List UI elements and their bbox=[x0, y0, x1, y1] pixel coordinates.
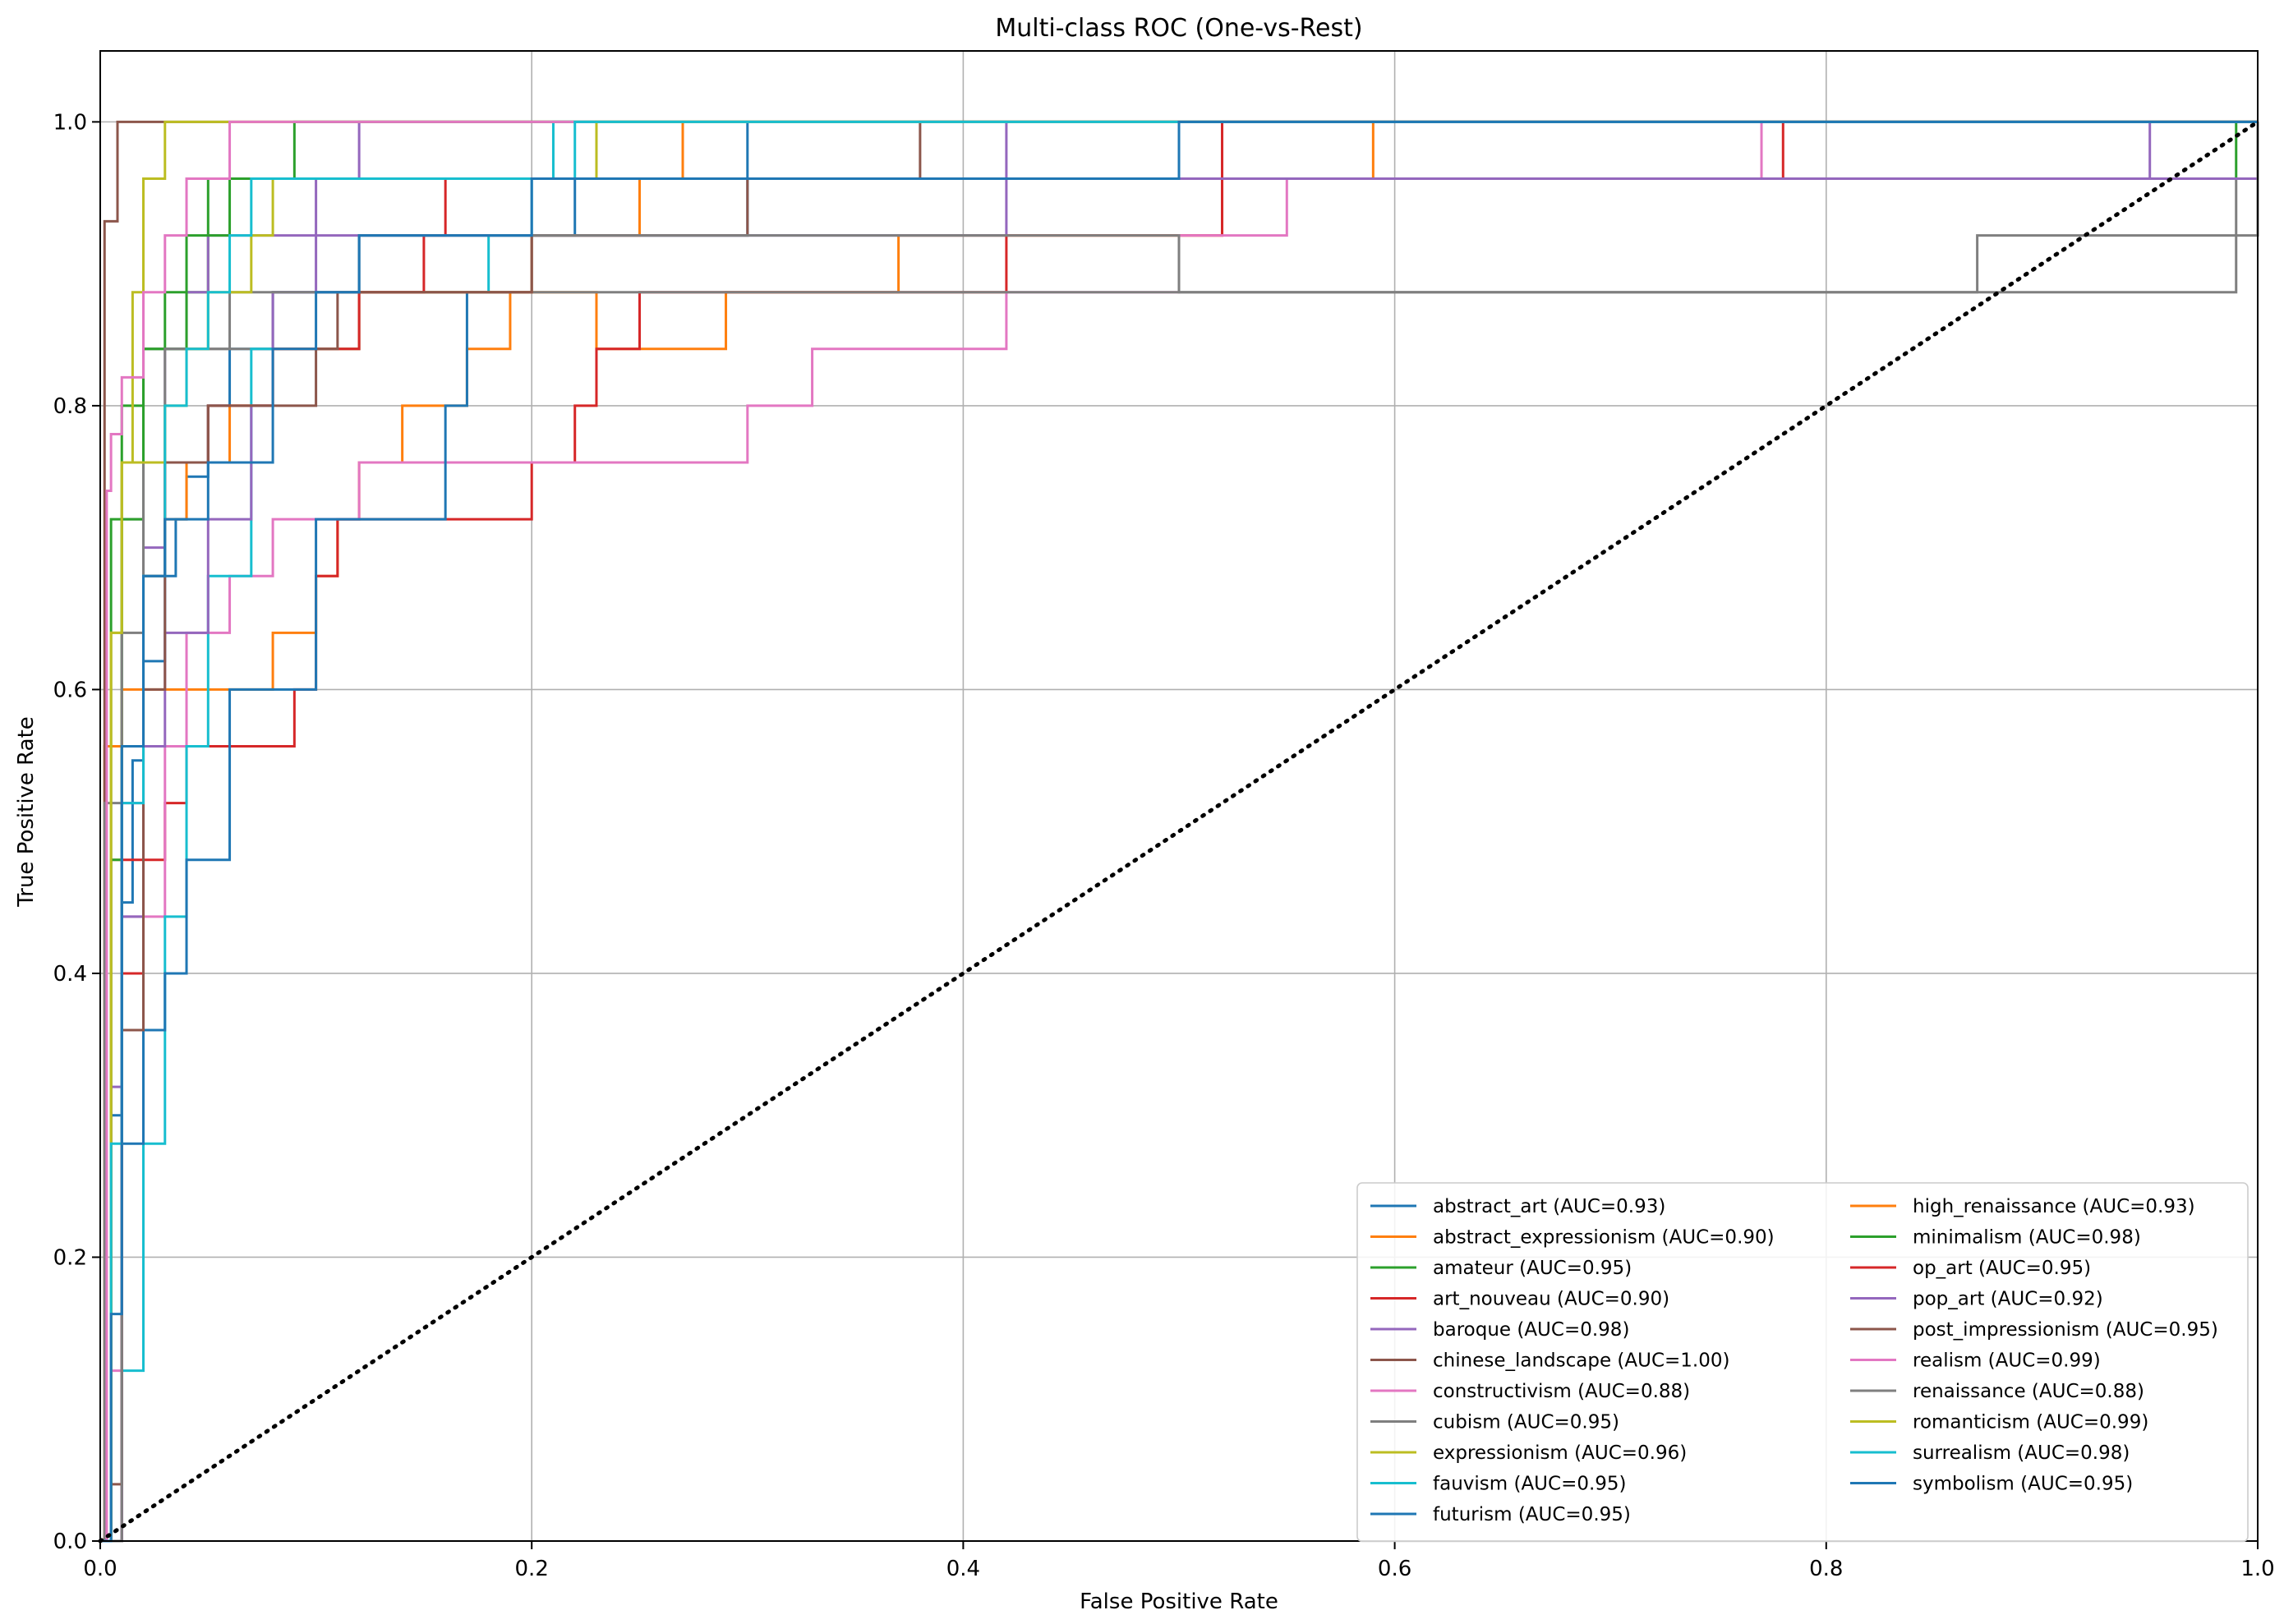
chance-line bbox=[98, 119, 2260, 1543]
y-axis-label: True Positive Rate bbox=[14, 716, 39, 908]
roc-curve-16 bbox=[100, 120, 2258, 1543]
legend-entry: chinese_landscape (AUC=1.00) bbox=[1433, 1350, 1729, 1372]
series-layer bbox=[100, 120, 2259, 1543]
legend-entry: fauvism (AUC=0.95) bbox=[1433, 1474, 1627, 1495]
legend-entry: abstract_expressionism (AUC=0.90) bbox=[1433, 1227, 1775, 1249]
legend-box bbox=[1356, 1182, 2249, 1543]
legend-entry: surrealism (AUC=0.98) bbox=[1913, 1442, 2130, 1464]
legend-entry: op_art (AUC=0.95) bbox=[1913, 1258, 2091, 1279]
x-tick-label: 1.0 bbox=[2240, 1557, 2274, 1581]
legend-entry: art_nouveau (AUC=0.90) bbox=[1433, 1289, 1669, 1310]
legend-entry: symbolism (AUC=0.95) bbox=[1913, 1474, 2133, 1495]
x-tick-label: 0.0 bbox=[83, 1557, 117, 1581]
legend-entry: high_renaissance (AUC=0.93) bbox=[1913, 1196, 2195, 1217]
legend: abstract_art (AUC=0.93) abstract_expressi… bbox=[1356, 1182, 2249, 1543]
x-tick-label: 0.8 bbox=[1809, 1557, 1843, 1581]
legend-entry: expressionism (AUC=0.96) bbox=[1433, 1442, 1687, 1464]
legend-entry: abstract_art (AUC=0.93) bbox=[1433, 1196, 1665, 1217]
plot-frame bbox=[99, 50, 2259, 1542]
legend-entry: realism (AUC=0.99) bbox=[1913, 1350, 2101, 1372]
axis-ticks: 0.0 0.2 0.4 0.6 0.8 1.0 0.0 0.2 0.4 0.6 0.8 1.0 bbox=[53, 110, 2275, 1581]
grid-lines bbox=[99, 51, 2259, 1542]
legend-entry: amateur (AUC=0.95) bbox=[1433, 1258, 1632, 1279]
y-tick-label: 0.6 bbox=[53, 678, 87, 702]
y-tick-label: 0.2 bbox=[53, 1245, 87, 1270]
legend-entry: constructivism (AUC=0.88) bbox=[1433, 1381, 1690, 1402]
x-axis-label: False Positive Rate bbox=[1080, 1589, 1278, 1614]
legend-entry: post_impressionism (AUC=0.95) bbox=[1913, 1319, 2218, 1341]
y-tick-label: 0.0 bbox=[53, 1530, 87, 1554]
legend-entry: futurism (AUC=0.95) bbox=[1433, 1504, 1631, 1525]
roc-curve-20 bbox=[100, 120, 2258, 1543]
y-tick-label: 0.4 bbox=[53, 962, 87, 987]
y-tick-label: 1.0 bbox=[53, 110, 87, 135]
x-tick-label: 0.4 bbox=[946, 1557, 980, 1581]
roc-curve-10 bbox=[100, 122, 2259, 1543]
roc-curve-12 bbox=[100, 120, 2258, 1543]
legend-entry: minimalism (AUC=0.98) bbox=[1913, 1227, 2141, 1249]
legend-entry: pop_art (AUC=0.92) bbox=[1913, 1289, 2103, 1310]
chart-title: Multi-class ROC (One-vs-Rest) bbox=[995, 14, 1362, 43]
x-tick-label: 0.2 bbox=[515, 1557, 549, 1581]
legend-entry: romanticism (AUC=0.99) bbox=[1913, 1412, 2148, 1433]
legend-entry: baroque (AUC=0.98) bbox=[1433, 1319, 1629, 1341]
y-tick-label: 0.8 bbox=[53, 394, 87, 419]
legend-entry: renaissance (AUC=0.88) bbox=[1913, 1381, 2144, 1402]
x-tick-label: 0.6 bbox=[1378, 1557, 1411, 1581]
legend-entry: cubism (AUC=0.95) bbox=[1433, 1412, 1619, 1433]
